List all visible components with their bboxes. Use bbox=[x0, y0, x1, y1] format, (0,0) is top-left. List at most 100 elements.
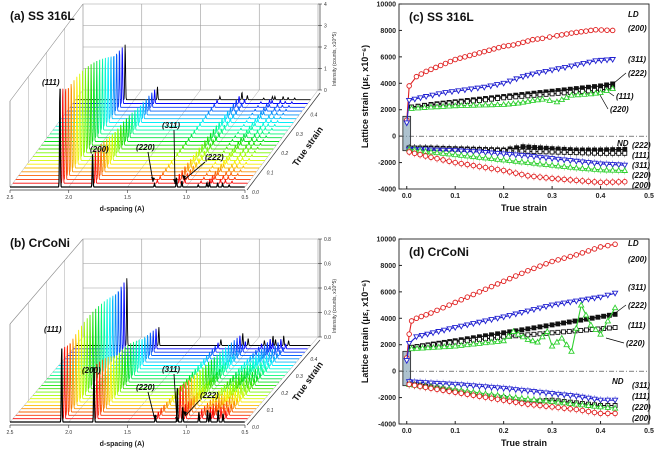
data-point bbox=[476, 339, 483, 346]
data-point bbox=[604, 317, 612, 324]
data-point bbox=[530, 159, 538, 166]
data-point bbox=[572, 318, 578, 324]
data-point bbox=[405, 340, 413, 347]
data-point bbox=[622, 178, 628, 185]
data-point bbox=[434, 386, 440, 393]
data-point bbox=[519, 327, 525, 333]
data-point bbox=[413, 344, 421, 351]
data-point bbox=[500, 156, 508, 163]
data-point bbox=[488, 155, 495, 162]
arrow bbox=[605, 337, 625, 344]
data-point bbox=[452, 389, 458, 396]
data-point bbox=[585, 160, 592, 167]
data-point bbox=[496, 44, 502, 51]
data-point bbox=[519, 171, 525, 178]
data-point bbox=[604, 292, 612, 299]
data-point bbox=[455, 88, 462, 95]
data-point bbox=[518, 158, 526, 165]
data-point bbox=[488, 317, 495, 324]
data-point bbox=[609, 179, 616, 185]
intensity-tick-label: 0.8 bbox=[324, 237, 331, 243]
data-point bbox=[515, 40, 521, 47]
data-point bbox=[612, 311, 618, 317]
d-spacing-tick-label: 1.0 bbox=[183, 430, 190, 436]
data-point bbox=[510, 42, 517, 48]
data-point bbox=[463, 101, 471, 108]
data-point bbox=[572, 164, 580, 171]
series-nd-311- bbox=[405, 377, 619, 405]
data-point bbox=[509, 327, 517, 334]
data-point bbox=[518, 387, 526, 394]
data-point bbox=[549, 149, 555, 155]
data-point bbox=[435, 329, 442, 336]
peak-label: (111) bbox=[42, 78, 60, 87]
data-point bbox=[592, 89, 600, 96]
y-axis-label: Lattice strain (με, x10⁻⁶) bbox=[360, 280, 370, 383]
data-point bbox=[585, 150, 591, 156]
data-point bbox=[597, 330, 604, 337]
intensity-axis-label: Intensity (counts, x10^5) bbox=[332, 32, 338, 86]
data-point bbox=[563, 341, 571, 348]
data-point bbox=[476, 163, 483, 170]
data-point bbox=[606, 325, 612, 331]
data-point bbox=[524, 388, 532, 395]
data-point bbox=[555, 257, 561, 263]
lattice-strain-chart-c: -4000 -2000 0 2000 4000 6000 8000 10000 0.0 0.1 0.… bbox=[360, 2, 654, 214]
strain-tick-label: 0.0 bbox=[252, 425, 259, 431]
data-point bbox=[536, 160, 544, 167]
data-point bbox=[482, 164, 489, 171]
strain-tick-label: 0.3 bbox=[296, 374, 303, 380]
data-point bbox=[524, 159, 532, 166]
data-point bbox=[422, 94, 430, 101]
data-point bbox=[440, 387, 446, 394]
strain-axis bbox=[246, 339, 321, 426]
data-point bbox=[530, 307, 538, 314]
d-spacing-tick-label: 2.0 bbox=[65, 195, 72, 201]
data-point bbox=[598, 150, 604, 156]
data-point bbox=[574, 91, 582, 98]
data-point bbox=[535, 70, 543, 77]
data-point bbox=[592, 150, 597, 156]
series-label: (220) bbox=[626, 339, 645, 348]
data-point bbox=[581, 90, 588, 97]
data-point bbox=[573, 406, 580, 413]
data-point bbox=[611, 290, 619, 297]
intensity-tick-label: 0 bbox=[324, 88, 327, 94]
data-point bbox=[586, 59, 594, 66]
data-point bbox=[567, 177, 574, 183]
data-point bbox=[525, 38, 531, 44]
data-point bbox=[406, 83, 412, 89]
data-point bbox=[463, 341, 471, 348]
series-label: (311) bbox=[628, 283, 646, 292]
series-label: (111) bbox=[632, 151, 650, 160]
data-point bbox=[572, 393, 580, 400]
series-ld-220- bbox=[408, 301, 619, 354]
data-point bbox=[520, 39, 526, 46]
data-point bbox=[592, 326, 600, 332]
data-point bbox=[421, 103, 428, 110]
series-label: (222) bbox=[628, 69, 647, 78]
d-spacing-tick-label: 1.5 bbox=[124, 430, 131, 436]
d-spacing-tick-label: 0.5 bbox=[242, 195, 249, 201]
data-point bbox=[561, 320, 567, 326]
series-label: (222) bbox=[632, 141, 651, 150]
data-point bbox=[469, 153, 477, 160]
data-point bbox=[513, 94, 519, 100]
data-point bbox=[417, 95, 424, 102]
strain-tick-label: 0.2 bbox=[281, 151, 288, 157]
y-axis-label: Lattice strain (με, x10⁻⁶) bbox=[360, 45, 370, 148]
data-point bbox=[543, 175, 549, 181]
data-point bbox=[612, 410, 618, 417]
data-point bbox=[506, 78, 514, 85]
data-point bbox=[543, 261, 549, 267]
data-point bbox=[573, 150, 579, 156]
data-point bbox=[488, 150, 495, 157]
data-point bbox=[482, 286, 489, 292]
data-point bbox=[566, 319, 572, 325]
data-point bbox=[561, 149, 567, 155]
data-point bbox=[572, 324, 580, 331]
x-tick-label: 0.0 bbox=[402, 428, 412, 435]
data-point bbox=[591, 165, 598, 172]
data-point bbox=[411, 382, 418, 389]
data-point bbox=[439, 381, 447, 388]
